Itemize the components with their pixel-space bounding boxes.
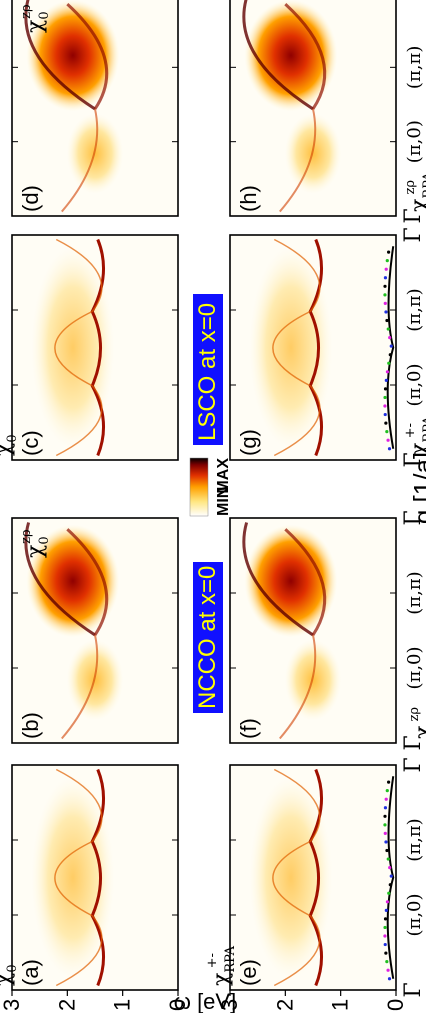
colorbar-max-label: MAX: [215, 458, 232, 494]
panel-c: [12, 235, 178, 460]
x-tick-label: Γ: [401, 208, 426, 223]
group-label-text: LSCO at x=0: [194, 303, 221, 441]
panel-a: [12, 765, 178, 990]
x-tick-label: (π,π): [404, 818, 425, 861]
panel-frame: [229, 0, 397, 217]
panel-f: [230, 518, 396, 743]
panel-frame: [229, 234, 397, 461]
svg-text:χRPA+-: χRPA+-: [205, 945, 238, 986]
panel-tag: (d): [18, 185, 43, 212]
x-tick-labels: Γ(π,0)(π,π)ΓΓ(π,0)(π,π)ΓΓ(π,0)(π,π)ΓΓ(π,…: [401, 0, 426, 998]
x-tick-label: (π,0): [404, 120, 425, 163]
x-tick-label: Γ: [401, 735, 426, 750]
panel-tag: (e): [236, 959, 261, 986]
panel-frame: [11, 0, 179, 217]
x-tick-label: Γ: [401, 227, 426, 242]
x-tick-label: Γ: [401, 510, 426, 525]
svg-text:χRPA+-: χRPA+-: [403, 415, 426, 456]
panel-d: [12, 0, 178, 216]
panel-frame: [11, 517, 179, 744]
panel-tag: (h): [236, 185, 261, 212]
susceptibility-symbol: χRPA+-: [205, 945, 238, 986]
panel-b: [12, 518, 178, 743]
y-tick-label: 1: [110, 999, 135, 1011]
susceptibility-symbol: χRPAzρ: [403, 171, 426, 212]
x-tick-label: Γ: [401, 757, 426, 772]
x-tick-label: Γ: [401, 452, 426, 467]
panel-frame: [229, 764, 397, 991]
y-axis-title: ω [eV]: [174, 989, 236, 1013]
panel-tag: (a): [18, 959, 43, 986]
y-tick-label: 3: [0, 999, 24, 1011]
x-tick-label: Γ: [401, 982, 426, 997]
panel-frame: [229, 517, 397, 744]
svg-text:χRPAzρ: χRPAzρ: [407, 698, 426, 739]
x-tick-label: (π,π): [404, 571, 425, 614]
x-tick-label: Γ: [401, 0, 426, 1]
panel-frame: [11, 234, 179, 461]
group-label-text: NCCO at x=0: [194, 566, 221, 709]
panel-frame: [11, 764, 179, 991]
group-label: NCCO at x=0: [193, 562, 223, 713]
y-tick-label: 2: [54, 999, 79, 1011]
colorbar-min-label: MIN: [215, 487, 232, 516]
susceptibility-symbol: χRPAzρ: [407, 698, 426, 739]
panel-tag: (c): [18, 430, 43, 456]
y-tick-label: 1: [328, 999, 353, 1011]
panel-tag: (g): [236, 429, 261, 456]
y-tick-label: 0: [165, 999, 190, 1011]
panel-g: [230, 235, 396, 460]
y-tick-label: 3: [217, 999, 242, 1011]
x-tick-label: (π,0): [404, 363, 425, 406]
y-tick-label: 0: [383, 999, 408, 1011]
y-tick-labels: 0 1 2 3 0 1 2 3: [0, 999, 408, 1011]
x-tick-label: (π,0): [404, 646, 425, 689]
x-tick-label: (π,π): [404, 46, 425, 89]
x-tick-label: (π,π): [404, 288, 425, 331]
x-tick-label: (π,0): [404, 893, 425, 936]
x-axis-title: q [1/a]: [408, 452, 426, 524]
panel-tag: (b): [18, 712, 43, 739]
y-tick-label: 2: [272, 999, 297, 1011]
group-label: LSCO at x=0: [193, 294, 223, 445]
panel-e: [230, 765, 396, 990]
svg-text:χRPAzρ: χRPAzρ: [403, 171, 426, 212]
panel-h: [230, 0, 396, 216]
panel-tag: (f): [236, 718, 261, 739]
susceptibility-symbol: χRPA+-: [403, 415, 426, 456]
